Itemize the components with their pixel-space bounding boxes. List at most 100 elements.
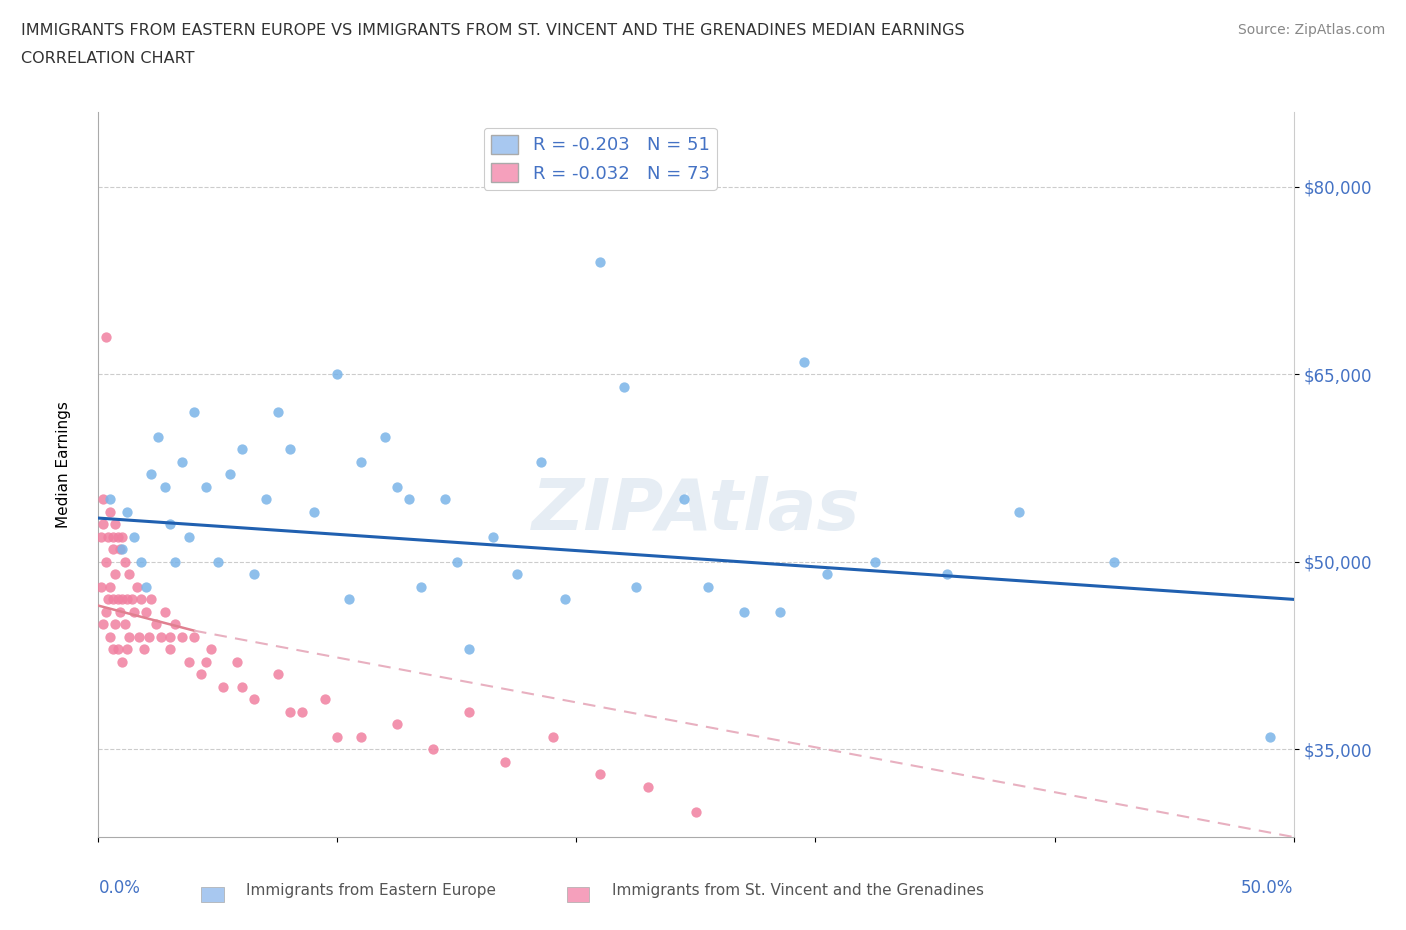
Point (107, 529, 129, 544)
Point (97, 591, 120, 606)
Point (936, 567, 959, 582)
Point (94, 604, 117, 619)
Text: CORRELATION CHART: CORRELATION CHART (21, 51, 194, 66)
Point (108, 604, 131, 619)
Point (114, 554, 136, 569)
Point (131, 591, 153, 606)
Point (98, 504, 122, 519)
Legend: R = -0.203   N = 51, R = -0.032   N = 73: R = -0.203 N = 51, R = -0.032 N = 73 (484, 128, 717, 190)
Point (125, 579, 148, 594)
Point (124, 529, 146, 544)
Point (243, 692, 266, 707)
Point (697, 579, 720, 594)
Point (107, 642, 129, 657)
Point (637, 779, 659, 794)
Point (91, 517, 114, 532)
Point (541, 729, 564, 744)
Point (118, 567, 141, 582)
Point (124, 604, 146, 619)
Text: ZIPAtlas: ZIPAtlas (531, 476, 860, 545)
Point (195, 479, 218, 494)
Point (254, 492, 277, 507)
Point (267, 405, 290, 419)
Point (131, 554, 153, 569)
Point (494, 754, 516, 769)
Point (104, 517, 127, 532)
Point (90, 529, 112, 544)
Point (195, 655, 218, 670)
Point (111, 529, 134, 544)
Point (481, 529, 505, 544)
Point (385, 717, 409, 732)
Point (101, 529, 124, 544)
Point (139, 467, 162, 482)
Point (139, 591, 162, 606)
Point (267, 667, 290, 682)
Point (326, 366, 349, 381)
Point (115, 504, 138, 519)
Point (350, 455, 373, 470)
Point (350, 729, 373, 744)
Point (183, 630, 205, 644)
Point (200, 642, 222, 657)
Point (458, 642, 481, 657)
Point (530, 455, 553, 470)
Point (149, 630, 172, 644)
Point (98, 492, 122, 507)
Point (108, 542, 131, 557)
Point (1008, 504, 1031, 519)
Point (1258, 729, 1281, 744)
Text: 0.0%: 0.0% (98, 879, 141, 897)
Point (179, 655, 201, 670)
Point (278, 705, 301, 720)
Point (128, 630, 150, 644)
Text: Immigrants from Eastern Europe: Immigrants from Eastern Europe (246, 884, 496, 898)
Point (434, 492, 457, 507)
Point (172, 455, 194, 470)
Point (385, 479, 409, 494)
Point (865, 554, 887, 569)
Text: Immigrants from St. Vincent and the Grenadines: Immigrants from St. Vincent and the Gren… (612, 884, 984, 898)
Point (155, 604, 177, 619)
Point (159, 517, 181, 532)
Point (115, 642, 138, 657)
Point (207, 554, 229, 569)
Point (326, 729, 349, 744)
Point (613, 379, 636, 394)
Point (104, 617, 127, 631)
Point (211, 680, 233, 695)
Point (101, 642, 124, 657)
Text: Source: ZipAtlas.com: Source: ZipAtlas.com (1237, 23, 1385, 37)
Point (339, 591, 361, 606)
Point (398, 492, 420, 507)
Point (98, 630, 122, 644)
Point (101, 591, 124, 606)
Point (114, 617, 136, 631)
Text: IMMIGRANTS FROM EASTERN EUROPE VS IMMIGRANTS FROM ST. VINCENT AND THE GRENADINES: IMMIGRANTS FROM EASTERN EUROPE VS IMMIGR… (21, 23, 965, 38)
Point (589, 254, 612, 269)
Point (163, 554, 186, 569)
Point (111, 542, 134, 557)
Point (733, 604, 755, 619)
Point (132, 642, 155, 657)
Point (135, 579, 157, 594)
Point (589, 767, 612, 782)
Point (190, 667, 212, 682)
Point (219, 467, 242, 482)
Text: Median Earnings: Median Earnings (56, 402, 70, 528)
Point (101, 542, 124, 557)
Point (107, 591, 129, 606)
Point (145, 617, 167, 631)
Point (111, 591, 134, 606)
Point (768, 604, 790, 619)
Point (1104, 554, 1126, 569)
Point (163, 617, 186, 631)
Point (91, 492, 114, 507)
Point (135, 604, 157, 619)
Point (815, 567, 838, 582)
Point (118, 630, 141, 644)
Point (111, 655, 134, 670)
Point (374, 430, 396, 445)
Point (411, 579, 433, 594)
Point (183, 405, 205, 419)
